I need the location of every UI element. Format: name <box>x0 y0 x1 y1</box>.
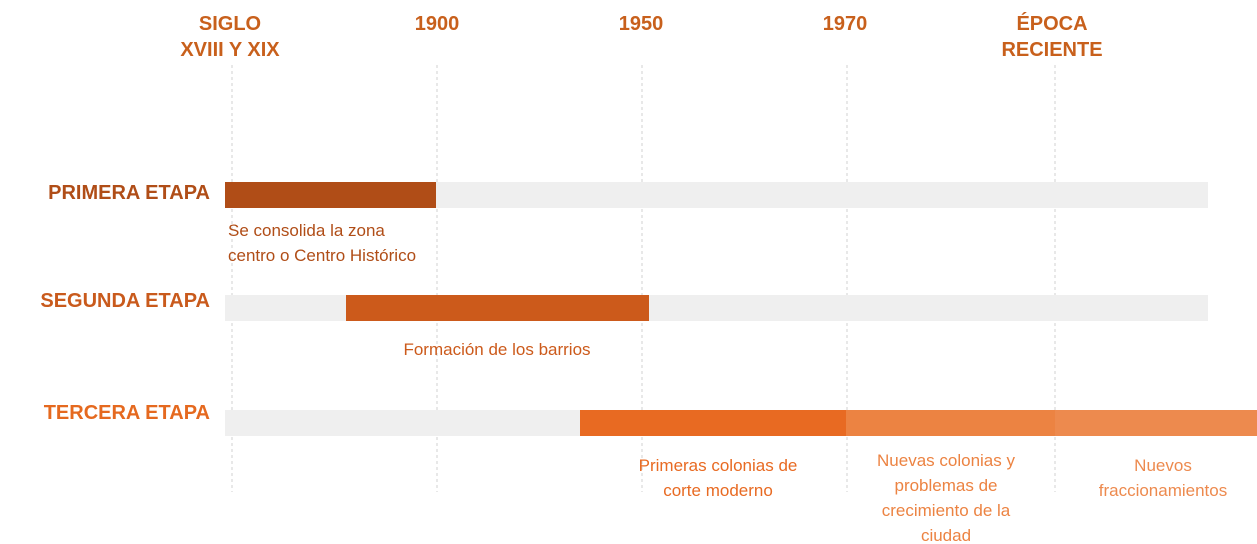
stage-description: centro o Centro Histórico <box>228 246 416 265</box>
stage-description: fraccionamientos <box>1099 481 1228 500</box>
period-header: 1950 <box>619 13 664 35</box>
period-header: ÉPOCA <box>1016 12 1087 35</box>
stage-label: TERCERA ETAPA <box>44 402 210 424</box>
stage-bar <box>846 410 1055 436</box>
stage-description: crecimiento de la <box>882 501 1011 520</box>
stage-bar <box>1055 410 1257 436</box>
period-header: XVIII Y XIX <box>180 39 280 61</box>
period-header: 1900 <box>415 13 460 35</box>
stage-description: corte moderno <box>663 481 773 500</box>
stage-description: Nuevos <box>1134 456 1192 475</box>
stage-description: problemas de <box>894 476 997 495</box>
stage-bar <box>346 295 649 321</box>
stage-bar <box>580 410 846 436</box>
stage-description: Primeras colonias de <box>639 456 798 475</box>
stage-description: ciudad <box>921 526 971 544</box>
stage-description: Nuevas colonias y <box>877 451 1015 470</box>
period-header: RECIENTE <box>1001 39 1102 61</box>
period-header: 1970 <box>823 13 868 35</box>
stage-description: Formación de los barrios <box>403 340 590 359</box>
stage-label: SEGUNDA ETAPA <box>40 290 210 312</box>
stage-description: Se consolida la zona <box>228 221 385 240</box>
period-header: SIGLO <box>199 13 261 35</box>
stage-label: PRIMERA ETAPA <box>48 182 210 204</box>
stage-bar <box>225 182 436 208</box>
